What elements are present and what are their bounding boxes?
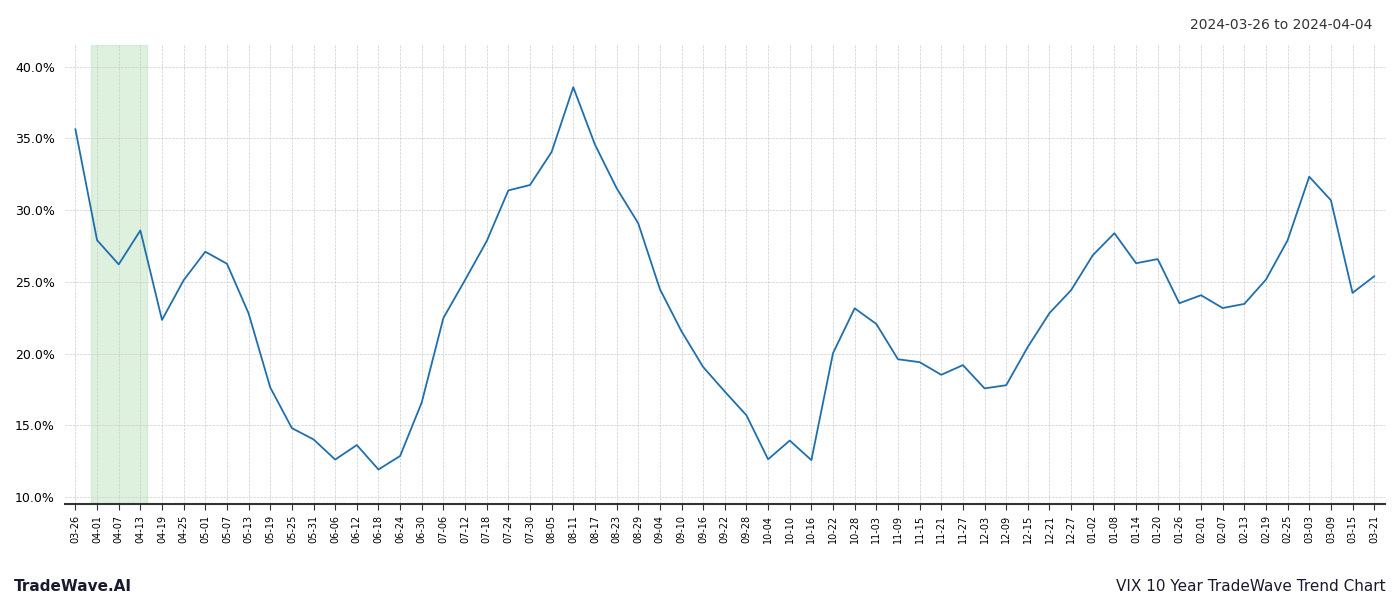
Text: 2024-03-26 to 2024-04-04: 2024-03-26 to 2024-04-04: [1190, 18, 1372, 32]
Text: VIX 10 Year TradeWave Trend Chart: VIX 10 Year TradeWave Trend Chart: [1116, 579, 1386, 594]
Bar: [91, 45, 147, 504]
Text: TradeWave.AI: TradeWave.AI: [14, 579, 132, 594]
